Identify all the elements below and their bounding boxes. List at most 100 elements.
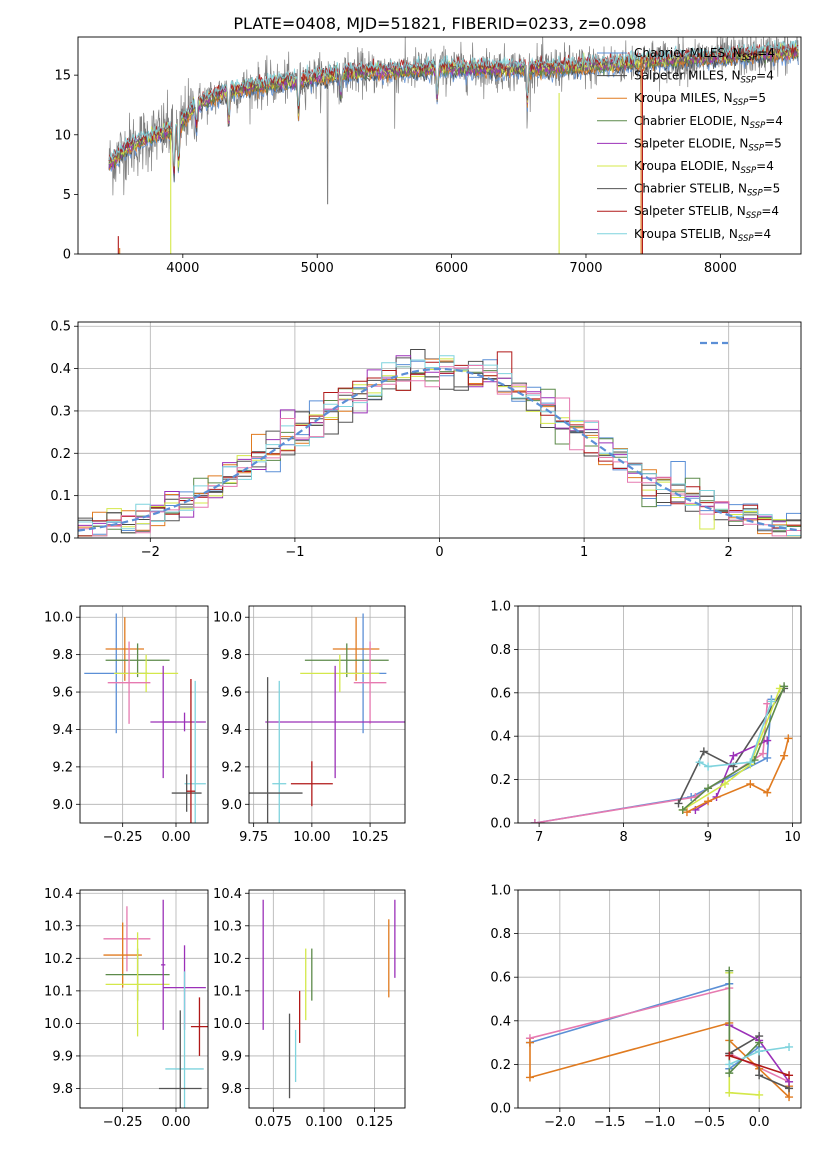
weight_vs_age-ytick-label: 0.0 <box>490 817 511 832</box>
legend-label-sub: SSP <box>742 53 758 63</box>
weight_vs_Z-frame <box>517 889 802 1109</box>
weight_vs_Z-ytick-label: 1.0 <box>490 884 511 899</box>
spectrum-ytick-label: 0 <box>63 248 71 263</box>
mass_vs_Z-ytick-label: 10.1 <box>44 984 73 999</box>
normal-distribution-curve <box>78 367 801 532</box>
weight_vs_age-frame <box>517 605 802 824</box>
weight_vs_Z-xtick-label: 0.0 <box>749 1115 770 1130</box>
weight_vs_Z-xtick-label: −1.0 <box>644 1115 676 1130</box>
spectrum-frame <box>77 36 802 255</box>
mass-weight-marker <box>755 1071 764 1080</box>
legend-label-main: Chabrier ELODIE, N <box>634 114 750 128</box>
mass-weight-marker <box>674 799 683 808</box>
mass-weight-line <box>682 688 781 811</box>
mass-weight-marker <box>530 819 539 823</box>
legend-label-main: Kroupa MILES, N <box>634 91 733 105</box>
mass_vs_ebv-ytick-label: 10.2 <box>213 952 242 967</box>
mass_vs_ebv-xtick-label: 0.100 <box>305 1115 342 1130</box>
mass-weight-line <box>686 738 790 813</box>
mass-weight-marker <box>785 1071 794 1080</box>
spectrum-xtick-label: 5000 <box>301 261 334 276</box>
mass-weight-marker <box>725 1088 734 1097</box>
legend-label-sub: SSP <box>738 234 754 244</box>
residuals-ytick-label: 0.1 <box>50 489 71 504</box>
model-spectrum-line <box>108 46 799 175</box>
age_vs_Z-ytick-label: 10.0 <box>44 611 73 626</box>
weight_vs_Z-plot-area <box>525 966 794 1102</box>
legend-label: Kroupa STELIB, NSSP=4 <box>634 227 771 244</box>
weight_vs_Z-panel: −2.0 −1.5 −1.0 −0.5 0.0 0.0 0.2 0.4 0.6 0.8 1.0 <box>490 884 802 1130</box>
mass_vs_ebv-xtick-label: 0.125 <box>356 1115 393 1130</box>
legend-label: Chabrier STELIB, NSSP=5 <box>634 182 780 199</box>
age_vs_Z-panel: −0.25 0.00 9.0 9.2 9.4 9.6 9.8 10.0 <box>44 605 209 845</box>
mass-weight-marker <box>755 1038 764 1047</box>
mass_vs_ebv-plot-area <box>262 899 396 1099</box>
residuals-ytick-label: 0.5 <box>50 320 71 335</box>
mass-weight-marker <box>725 1060 734 1069</box>
residuals-ytick-label: 0.4 <box>50 362 71 377</box>
residuals-ytick-label: 0.3 <box>50 404 71 419</box>
weight_vs_age-ytick-label: 0.4 <box>490 730 511 745</box>
mass_vs_Z-plot-area <box>103 899 208 1108</box>
mass-weight-marker <box>704 797 713 806</box>
mass_vs_Z-ytick-label: 10.4 <box>44 887 73 902</box>
mass_vs_Z-xtick-label: 0.00 <box>162 1115 191 1130</box>
mass-weight-line <box>677 688 785 804</box>
legend-label-tail: =5 <box>763 182 781 196</box>
legend-label-sub: SSP <box>747 189 763 199</box>
weight_vs_age-xtick-label: 7 <box>535 830 543 845</box>
mass_vs_Z-ytick-label: 10.2 <box>44 952 73 967</box>
mass_vs_ebv-panel: 0.075 0.100 0.125 9.8 9.9 10.0 10.1 10.2 10.3 10.… <box>213 887 406 1130</box>
spectrum-panel: 4000 5000 6000 7000 8000 0 5 10 15 Chabrier MILES… <box>54 36 802 276</box>
mass-weight-marker <box>704 762 713 771</box>
age_vs_mass-frame <box>248 605 406 824</box>
weight_vs_Z-ytick-label: 0.4 <box>490 1014 511 1029</box>
residuals-xtick-label: −2 <box>141 545 160 560</box>
mass-weight-marker <box>780 682 789 691</box>
age_vs_mass-xtick-label: 9.75 <box>239 830 268 845</box>
weight_vs_age-ytick-label: 1.0 <box>490 600 511 615</box>
mass-weight-marker <box>763 753 772 762</box>
residuals-frame <box>77 321 802 539</box>
legend-label-tail: =4 <box>765 114 783 128</box>
age_vs_Z-ytick-label: 9.6 <box>52 686 73 701</box>
residuals-ytick-label: 0.0 <box>50 532 71 547</box>
mass-weight-line <box>728 1034 790 1090</box>
mass-weight-marker <box>767 697 776 706</box>
weight_vs_age-xtick-label: 8 <box>619 830 627 845</box>
age_vs_mass-xtick-label: 10.00 <box>293 830 330 845</box>
spectrum-plot-area <box>108 37 799 254</box>
weight_vs_age-ytick-label: 0.2 <box>490 773 511 788</box>
age_vs_mass-ytick-label: 10.0 <box>213 611 242 626</box>
mass-weight-marker <box>725 1069 734 1078</box>
mass-weight-line <box>699 701 773 768</box>
mass-weight-marker <box>729 751 738 760</box>
age_vs_Z-xtick-label: −0.25 <box>103 830 143 845</box>
legend-label-sub: SSP <box>750 121 766 131</box>
spectrum-ytick-label: 5 <box>63 188 71 203</box>
legend-label-sub: SSP <box>746 211 762 221</box>
age_vs_Z-xtick-label: 0.00 <box>162 830 191 845</box>
mass-weight-marker <box>695 758 704 767</box>
mass-weight-marker <box>525 1038 534 1047</box>
age_vs_mass-ytick-label: 9.2 <box>221 760 242 775</box>
age_vs_Z-ytick-label: 9.4 <box>52 723 73 738</box>
spectrum-xtick-label: 8000 <box>704 261 737 276</box>
age_vs_Z-ytick-label: 9.2 <box>52 760 73 775</box>
mass_vs_Z-ytick-label: 10.3 <box>44 919 73 934</box>
weight_vs_Z-ytick-label: 0.6 <box>490 971 511 986</box>
mass-weight-line <box>729 1054 790 1077</box>
mass-weight-marker <box>720 779 729 788</box>
mass-weight-marker <box>755 1090 764 1099</box>
legend-label-tail: =4 <box>756 69 774 83</box>
mass_vs_ebv-ytick-label: 10.1 <box>213 984 242 999</box>
age_vs_mass-ytick-label: 9.6 <box>221 686 242 701</box>
age_vs_mass-panel: 9.75 10.00 10.25 9.0 9.2 9.4 9.6 9.8 10.0 <box>213 605 406 845</box>
mass-weight-marker <box>785 1093 794 1102</box>
mass-weight-marker <box>758 749 767 758</box>
mass-weight-marker <box>763 788 772 797</box>
mass_vs_Z-xtick-label: −0.25 <box>103 1115 143 1130</box>
mass-weight-marker <box>682 808 691 817</box>
spectrum-ytick-label: 10 <box>54 128 71 143</box>
